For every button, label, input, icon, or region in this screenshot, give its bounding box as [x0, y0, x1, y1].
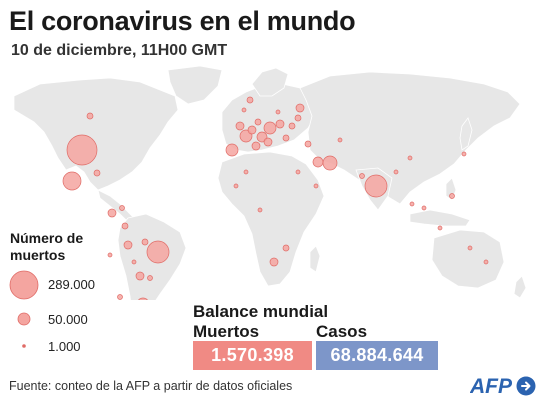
country-death-bubble — [66, 134, 98, 166]
world-map — [13, 65, 527, 300]
country-death-bubble — [294, 114, 302, 122]
country-death-bubble — [295, 169, 301, 175]
country-death-bubble — [138, 297, 148, 300]
country-death-bubble — [257, 207, 263, 213]
greenland-landmass — [167, 65, 223, 105]
legend-label-small: 1.000 — [48, 339, 81, 354]
country-death-bubble — [107, 252, 113, 258]
deaths-label: Muertos — [193, 322, 260, 341]
country-death-bubble — [93, 169, 101, 177]
country-death-bubble — [393, 169, 399, 175]
country-death-bubble — [364, 174, 388, 198]
country-death-bubble — [483, 259, 489, 265]
legend-title: Número de muertos — [10, 230, 84, 263]
country-death-bubble — [141, 238, 149, 246]
country-death-bubble — [123, 240, 133, 250]
country-death-bubble — [437, 225, 443, 231]
country-death-bubble — [121, 222, 129, 230]
country-death-bubble — [322, 155, 338, 171]
new-zealand-landmass — [513, 275, 527, 299]
country-death-bubble — [269, 257, 279, 267]
country-death-bubble — [407, 155, 413, 161]
country-death-bubble — [147, 275, 153, 281]
country-death-bubble — [62, 171, 82, 191]
country-death-bubble — [359, 173, 365, 179]
country-death-bubble — [263, 137, 273, 147]
legend-circle-small — [22, 344, 26, 348]
land-masses — [13, 65, 527, 300]
afp-logo-text: AFP — [470, 375, 513, 398]
country-death-bubble — [275, 109, 281, 115]
country-death-bubble — [282, 134, 290, 142]
country-death-bubble — [263, 121, 277, 135]
indonesia-landmass — [409, 209, 471, 227]
australia-landmass — [431, 229, 505, 289]
country-death-bubble — [235, 121, 245, 131]
country-death-bubble — [251, 141, 261, 151]
afp-logo-graphic: AFP — [469, 375, 536, 398]
country-death-bubble — [295, 103, 305, 113]
africa-landmass — [217, 151, 325, 287]
country-death-bubble — [312, 156, 324, 168]
stats-heading: Balance mundial — [193, 302, 329, 321]
cases-value-box: 68.884.644 — [316, 341, 438, 370]
country-death-bubble — [247, 125, 257, 135]
afp-logo: AFP — [469, 373, 540, 404]
country-death-bubble — [461, 151, 467, 157]
country-death-bubble — [246, 96, 254, 104]
country-death-bubble — [467, 245, 473, 251]
deaths-value: 1.570.398 — [211, 345, 294, 365]
legend-circle-large — [9, 270, 39, 300]
country-death-bubble — [337, 137, 343, 143]
country-death-bubble — [254, 118, 262, 126]
japan-landmass — [459, 117, 473, 151]
country-death-bubble — [449, 193, 455, 199]
cases-label: Casos — [316, 322, 368, 341]
cases-value: 68.884.644 — [330, 345, 424, 365]
central-america-landmass — [97, 189, 135, 223]
map-subtitle: 10 de diciembre, 11H00 GMT — [11, 42, 228, 59]
legend-circles — [9, 270, 39, 348]
country-death-bubble — [304, 140, 312, 148]
legend-label-large: 289.000 — [48, 277, 95, 292]
country-death-bubble — [225, 143, 239, 157]
country-death-bubble — [117, 294, 123, 300]
death-bubbles — [62, 96, 489, 300]
country-death-bubble — [131, 259, 137, 265]
country-death-bubble — [86, 112, 94, 120]
country-death-bubble — [243, 169, 249, 175]
country-death-bubble — [313, 183, 319, 189]
country-death-bubble — [135, 271, 145, 281]
deaths-value-box: 1.570.398 — [193, 341, 312, 370]
country-death-bubble — [288, 122, 296, 130]
north-america-landmass — [13, 77, 179, 191]
source-note: Fuente: conteo de la AFP a partir de dat… — [9, 379, 293, 393]
legend-circle-medium — [17, 312, 31, 326]
country-death-bubble — [409, 201, 415, 207]
country-death-bubble — [421, 205, 427, 211]
madagascar-landmass — [309, 245, 321, 273]
scandinavia-landmass — [251, 67, 289, 97]
country-death-bubble — [107, 208, 117, 218]
country-death-bubble — [119, 205, 125, 211]
legend-label-medium: 50.000 — [48, 312, 88, 327]
map-title: El coronavirus en el mundo — [9, 6, 356, 36]
asia-landmass — [299, 71, 521, 205]
country-death-bubble — [241, 107, 247, 113]
country-death-bubble — [282, 244, 290, 252]
country-death-bubble — [233, 183, 239, 189]
country-death-bubble — [146, 240, 170, 264]
country-death-bubble — [275, 119, 285, 129]
